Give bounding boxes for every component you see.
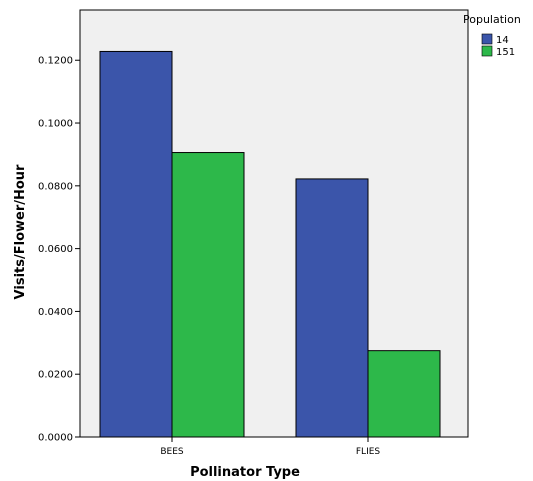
bar-bees-151 <box>171 152 245 438</box>
y-tick-label: 0.0800 <box>38 181 73 192</box>
y-axis-title: Visits/Flower/Hour <box>13 164 28 300</box>
bar-flies-151 <box>367 350 441 438</box>
x-axis: BEES FLIES <box>160 437 380 457</box>
y-tick-label: 0.0200 <box>38 370 73 381</box>
legend-title: Population <box>463 13 521 26</box>
legend-label-151: 151 <box>496 47 515 58</box>
y-tick-label: 0.0400 <box>38 307 73 318</box>
legend-swatch-151 <box>481 45 493 57</box>
y-tick-label: 0.1200 <box>38 56 73 67</box>
x-axis-title: Pollinator Type <box>190 465 300 480</box>
legend-label-14: 14 <box>496 35 509 46</box>
bar-flies-14 <box>295 178 369 438</box>
bar-bees-14 <box>99 50 173 438</box>
y-axis: 0.0000 0.0200 0.0400 0.0600 0.0800 0.1000 0.12… <box>38 56 80 444</box>
y-tick-label: 0.1000 <box>38 119 73 130</box>
bars-layer <box>99 50 441 438</box>
y-tick-label: 0.0000 <box>38 433 73 444</box>
x-tick-label: BEES <box>160 447 184 457</box>
y-tick-label: 0.0600 <box>38 244 73 255</box>
x-tick-label: FLIES <box>356 447 381 457</box>
legend-swatch-14 <box>481 33 493 45</box>
